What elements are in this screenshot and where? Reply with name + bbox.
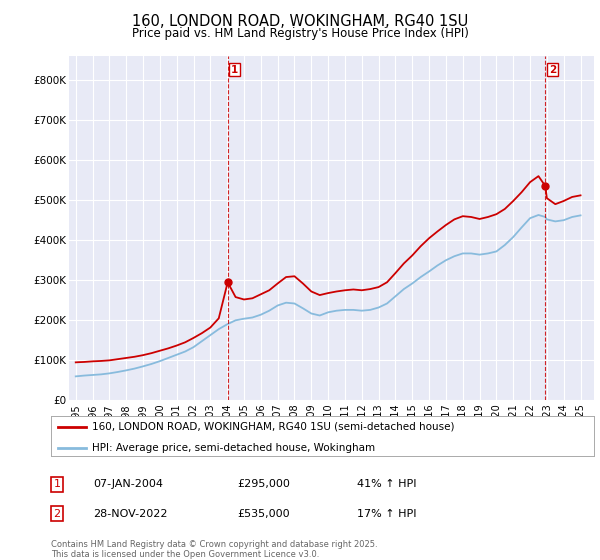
Text: 2: 2 — [53, 508, 61, 519]
Text: 28-NOV-2022: 28-NOV-2022 — [93, 508, 167, 519]
Text: 2: 2 — [549, 64, 556, 74]
Text: Contains HM Land Registry data © Crown copyright and database right 2025.
This d: Contains HM Land Registry data © Crown c… — [51, 540, 377, 559]
Text: £535,000: £535,000 — [237, 508, 290, 519]
Text: 07-JAN-2004: 07-JAN-2004 — [93, 479, 163, 489]
Text: 1: 1 — [231, 64, 238, 74]
Text: 160, LONDON ROAD, WOKINGHAM, RG40 1SU (semi-detached house): 160, LONDON ROAD, WOKINGHAM, RG40 1SU (s… — [92, 422, 454, 432]
Text: 160, LONDON ROAD, WOKINGHAM, RG40 1SU: 160, LONDON ROAD, WOKINGHAM, RG40 1SU — [132, 14, 468, 29]
Text: £295,000: £295,000 — [237, 479, 290, 489]
Text: 41% ↑ HPI: 41% ↑ HPI — [357, 479, 416, 489]
Text: HPI: Average price, semi-detached house, Wokingham: HPI: Average price, semi-detached house,… — [92, 442, 375, 452]
Text: 1: 1 — [53, 479, 61, 489]
Text: Price paid vs. HM Land Registry's House Price Index (HPI): Price paid vs. HM Land Registry's House … — [131, 27, 469, 40]
Text: 17% ↑ HPI: 17% ↑ HPI — [357, 508, 416, 519]
